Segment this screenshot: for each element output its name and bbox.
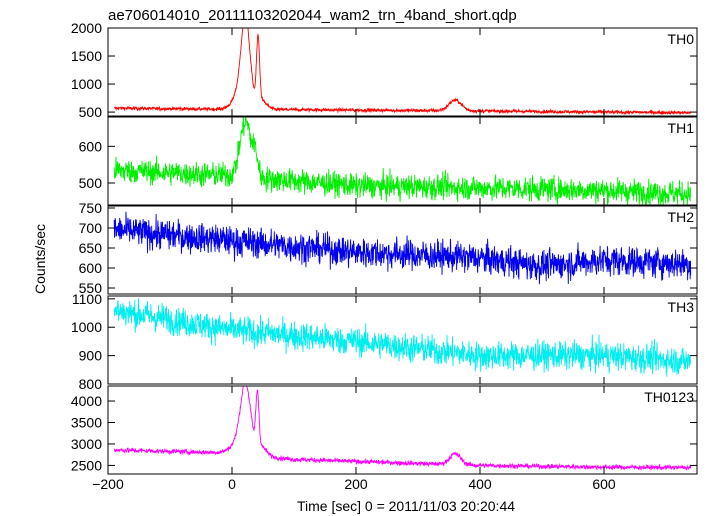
panel-th2: 550 600 650 700 750 TH2 [79, 200, 698, 296]
y-tick-label: 600 [79, 138, 103, 154]
panel-th1: 500 600 TH1 [79, 116, 698, 206]
y-tick-label: 1000 [71, 319, 102, 335]
y-tick-label: 600 [79, 260, 103, 276]
x-tick-label: 0 [228, 476, 236, 492]
series-line-th0 [114, 28, 692, 116]
panel-label: TH3 [668, 299, 695, 315]
x-tick-label: 600 [592, 476, 616, 492]
panel-frame [107, 385, 698, 475]
x-axis-label: Time [sec] 0 = 2011/11/03 20:20:44 [297, 498, 515, 514]
y-tick-label: 3500 [71, 414, 102, 430]
panel-label: TH1 [668, 120, 695, 136]
y-tick-label: 500 [79, 104, 103, 120]
x-axis-ticks: −200 0 200 400 600 [92, 476, 616, 492]
chart-title: ae706014010_20111103202044_wam2_trn_4ban… [108, 7, 517, 24]
x-tick-label: 200 [344, 476, 368, 492]
panel-label: TH2 [668, 209, 695, 225]
panel-th3: 800 900 1000 1100 TH3 [71, 291, 698, 392]
panel-frame [107, 27, 698, 117]
y-tick-label: 4000 [71, 393, 102, 409]
y-tick-label: 1500 [71, 48, 102, 64]
panel-frame [107, 295, 698, 385]
y-tick-label: 2500 [71, 457, 102, 473]
y-tick-label: 500 [79, 175, 103, 191]
panel-frame [107, 116, 698, 206]
y-tick-label: 700 [79, 220, 103, 236]
y-tick-label: 550 [79, 280, 103, 296]
y-tick-label: 800 [79, 376, 103, 392]
y-tick-label: 900 [79, 348, 103, 364]
panel-frame [107, 205, 698, 295]
series-line-th2 [113, 211, 692, 285]
panel-label: TH0123 [644, 389, 694, 405]
y-tick-label: 1100 [72, 291, 102, 307]
y-axis-label: Counts/sec [32, 224, 48, 294]
panel-label: TH0 [668, 31, 695, 47]
y-tick-label: 2000 [71, 20, 102, 36]
y-tick-label: 750 [79, 200, 103, 216]
y-tick-label: 3000 [71, 436, 102, 452]
series-line-th1 [113, 117, 692, 205]
panel-th0: 500 1000 1500 2000 TH0 [71, 20, 698, 120]
panel-th0123: 2500 3000 3500 4000 TH0123 [71, 385, 698, 475]
x-tick-label: −200 [92, 476, 124, 492]
series-line-th0123 [113, 386, 692, 471]
x-tick-label: 400 [468, 476, 492, 492]
y-tick-label: 650 [79, 240, 103, 256]
y-tick-label: 1000 [71, 76, 102, 92]
panels-layer: 500 1000 1500 2000 TH0 500 600 TH1 550 600 650 700 7… [71, 20, 698, 475]
series-line-th3 [113, 297, 692, 377]
